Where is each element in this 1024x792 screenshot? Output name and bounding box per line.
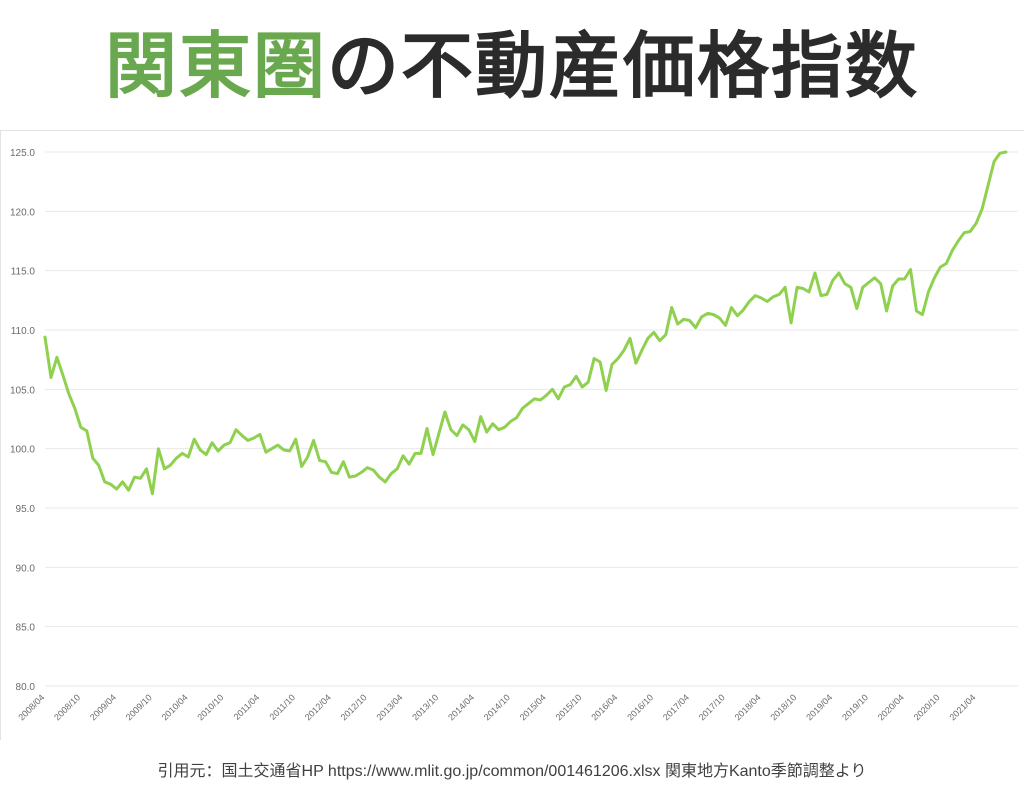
title-rest: の不動産価格指数	[327, 24, 920, 108]
y-tick-label: 100.0	[10, 445, 35, 456]
x-tick-label: 2013/04	[374, 692, 404, 722]
page-title: 関東圏の不動産価格指数	[0, 18, 1024, 114]
y-tick-label: 95.0	[16, 504, 36, 515]
x-tick-label: 2011/10	[267, 692, 297, 722]
y-tick-label: 85.0	[16, 623, 36, 634]
y-tick-label: 110.0	[11, 326, 36, 337]
x-tick-label: 2019/04	[804, 692, 834, 722]
x-tick-label: 2012/04	[303, 692, 333, 722]
x-tick-label: 2016/04	[589, 692, 619, 722]
x-tick-label: 2010/04	[160, 692, 190, 722]
x-tick-label: 2008/04	[16, 692, 46, 722]
y-tick-label: 90.0	[16, 563, 36, 574]
x-tick-label: 2009/04	[88, 692, 118, 722]
x-tick-label: 2015/10	[554, 692, 584, 722]
y-tick-label: 120.0	[10, 207, 35, 218]
x-tick-label: 2016/10	[625, 692, 655, 722]
x-tick-label: 2021/04	[947, 692, 977, 722]
x-tick-label: 2020/04	[876, 692, 906, 722]
x-tick-label: 2017/04	[661, 692, 691, 722]
x-tick-label: 2018/10	[768, 692, 798, 722]
x-tick-label: 2017/10	[697, 692, 727, 722]
x-tick-label: 2015/04	[518, 692, 548, 722]
title-highlight: 関東圏	[104, 24, 327, 108]
chart-frame	[0, 130, 1024, 740]
y-tick-label: 125.0	[10, 148, 35, 159]
x-tick-label: 2014/10	[482, 692, 512, 722]
x-tick-label: 2009/10	[124, 692, 154, 722]
x-tick-label: 2008/10	[52, 692, 82, 722]
x-tick-label: 2019/10	[840, 692, 870, 722]
y-tick-label: 80.0	[16, 682, 36, 693]
x-tick-label: 2020/10	[912, 692, 942, 722]
y-tick-label: 105.0	[10, 385, 35, 396]
line-chart: 80.0 85.0 90.0 95.0 100.0 105.0 110.0 115.0 120.…	[10, 148, 1018, 722]
x-tick-label: 2011/04	[232, 692, 262, 722]
y-tick-label: 115.0	[11, 267, 36, 278]
x-tick-label: 2014/04	[446, 692, 476, 722]
x-tick-label: 2012/10	[339, 692, 369, 722]
x-tick-label: 2013/10	[410, 692, 440, 722]
source-citation: 引用元：国土交通省HP https://www.mlit.go.jp/commo…	[157, 763, 867, 780]
x-tick-label: 2010/10	[195, 692, 225, 722]
series-line	[43, 150, 1008, 496]
x-tick-label: 2018/04	[733, 692, 763, 722]
